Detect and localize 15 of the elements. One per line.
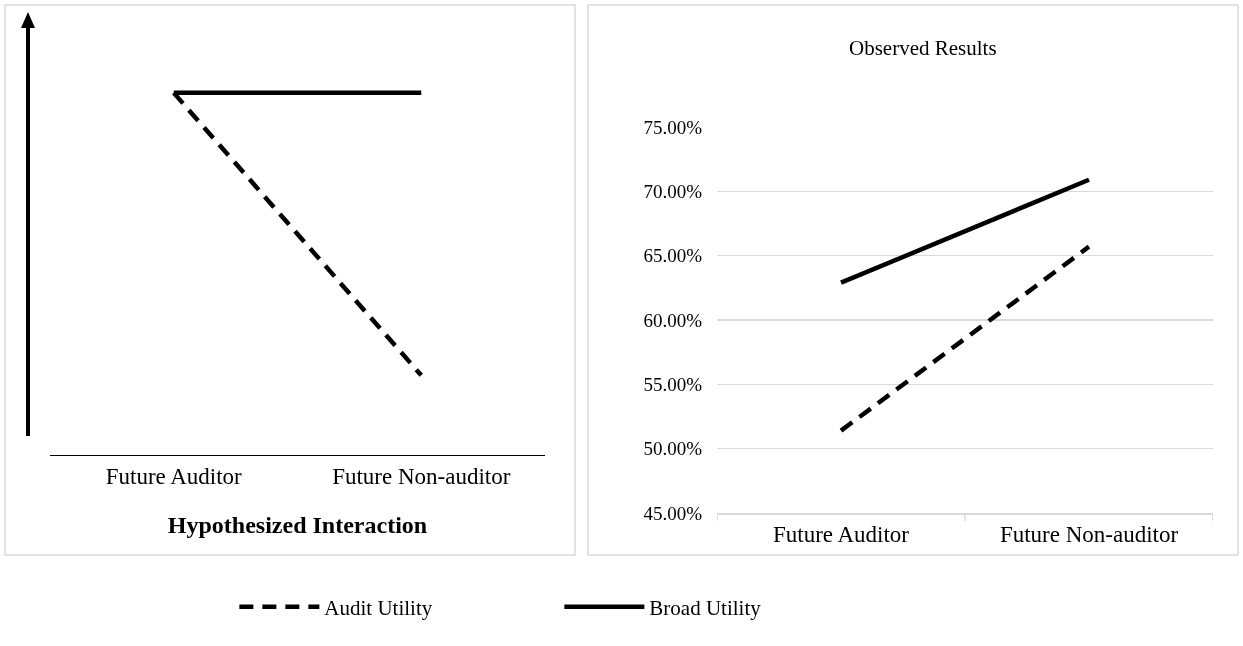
y-tick-label: 55.00% xyxy=(643,373,703,395)
y-tick-label: 45.00% xyxy=(643,502,703,524)
y-tick-label: 50.00% xyxy=(643,438,703,460)
x-tick-label: Future Non-auditor xyxy=(999,522,1179,548)
x-tick-label: Future Auditor xyxy=(105,463,243,489)
x-tick-label: Future Auditor xyxy=(772,522,910,548)
y-tick-label: 75.00% xyxy=(643,116,703,138)
x-axis-title: Hypothesized Interaction xyxy=(167,511,428,538)
y-tick-label: 65.00% xyxy=(643,245,703,267)
y-tick-label: 60.00% xyxy=(643,309,703,331)
y-tick-label: 70.00% xyxy=(643,180,703,202)
chart-title: Observed Results xyxy=(849,36,997,60)
legend-label: Broad Utility xyxy=(649,595,762,620)
legend-label: Audit Utility xyxy=(324,595,433,620)
x-tick-label: Future Non-auditor xyxy=(332,463,511,489)
